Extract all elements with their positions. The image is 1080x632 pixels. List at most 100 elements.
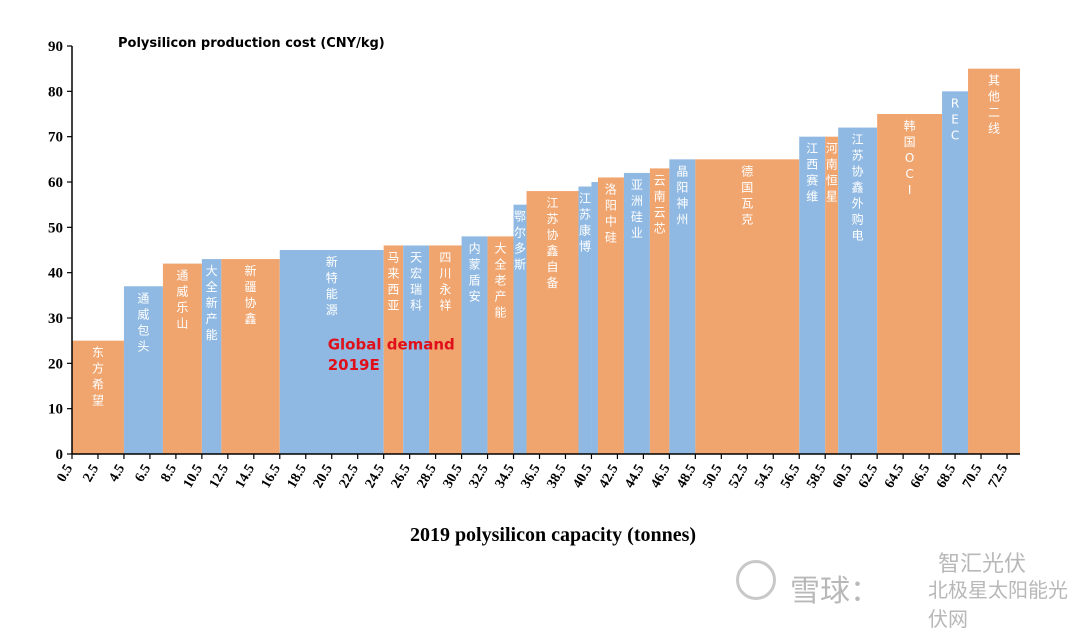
x-tick-label-15: 30.5 <box>441 462 466 491</box>
bar-6 <box>383 245 404 454</box>
x-tick-label-28: 56.5 <box>778 462 803 491</box>
bar-21 <box>825 136 839 454</box>
x-tick-label-4: 8.5 <box>158 462 180 485</box>
bar-8 <box>429 245 462 454</box>
bar-label-3: 大全新产能 <box>206 264 218 342</box>
bar-label-20: 江西赛维 <box>806 142 818 204</box>
x-tick-label-24: 48.5 <box>674 462 699 491</box>
x-tick-label-14: 28.5 <box>415 462 440 491</box>
y-tick-label-4: 40 <box>48 266 63 282</box>
axes-group <box>71 46 1020 455</box>
y-ticks-group: 0 10 20 30 40 50 60 70 80 90 <box>48 39 72 463</box>
bar-label-15: 洛阳中硅 <box>605 181 617 244</box>
bar-10 <box>487 236 514 454</box>
y-tick-label-7: 70 <box>48 130 63 146</box>
bar-7 <box>403 245 430 454</box>
bar-label-9: 内蒙盾安 <box>469 241 481 303</box>
x-tick-label-13: 26.5 <box>389 462 414 491</box>
x-tick-label-35: 70.5 <box>960 462 985 491</box>
x-tick-label-33: 66.5 <box>908 462 933 491</box>
bar-24 <box>942 91 969 454</box>
x-tick-label-26: 52.5 <box>726 462 751 491</box>
bar-label-0: 东方希望 <box>92 346 104 408</box>
x-tick-label-6: 12.5 <box>207 462 232 491</box>
bar-14 <box>591 182 598 454</box>
bar-label-6: 马来西亚 <box>387 250 399 312</box>
bar-3 <box>201 259 222 454</box>
x-axis-label: 2019 polysilicon capacity (tonnes) <box>410 524 696 546</box>
bar-label-25: 其他二线 <box>988 74 1000 136</box>
y-tick-label-6: 60 <box>48 175 63 191</box>
bar-9 <box>461 236 488 454</box>
x-tick-label-20: 40.5 <box>570 462 595 491</box>
chart-title: Polysilicon production cost (CNY/kg) <box>118 36 385 51</box>
x-tick-label-34: 68.5 <box>934 462 959 491</box>
x-tick-label-25: 50.5 <box>700 462 725 491</box>
y-tick-label-3: 30 <box>48 311 63 327</box>
bar-17 <box>649 168 670 454</box>
bar-label-17: 云南云芯 <box>654 173 666 235</box>
annotation-1: 2019E <box>328 356 380 374</box>
bar-label-19: 德国瓦克 <box>741 163 753 226</box>
x-tick-label-32: 64.5 <box>882 462 907 491</box>
bar-22 <box>838 127 878 454</box>
bar-label-10: 大全老产能 <box>495 241 507 319</box>
bar-label-2: 通威乐山 <box>176 269 188 331</box>
bar-15 <box>597 177 624 454</box>
x-tick-label-9: 18.5 <box>285 462 310 491</box>
bar-label-16: 亚洲硅业 <box>631 178 643 240</box>
x-tick-label-12: 24.5 <box>363 462 388 491</box>
annotation-0: Global demand <box>328 336 455 354</box>
bar-label-5: 新特能源 <box>326 254 338 317</box>
x-tick-label-16: 32.5 <box>467 462 492 491</box>
x-tick-label-10: 20.5 <box>311 462 336 491</box>
y-tick-label-1: 10 <box>48 402 63 418</box>
x-tick-label-2: 4.5 <box>106 462 128 485</box>
bar-label-23: 韩国 O C I <box>904 118 916 197</box>
bar-label-4: 新疆协鑫 <box>245 263 257 326</box>
bar-label-18: 晶阳神州 <box>676 164 688 226</box>
y-tick-label-0: 0 <box>56 447 64 463</box>
y-tick-label-2: 20 <box>48 356 63 372</box>
x-tick-label-0: 0.5 <box>55 462 77 485</box>
bar-label-11: 鄂尔多斯 <box>514 210 526 272</box>
bar-5 <box>279 250 384 454</box>
x-tick-label-11: 22.5 <box>337 462 362 491</box>
x-tick-label-22: 44.5 <box>622 462 647 491</box>
x-tick-label-17: 34.5 <box>493 462 518 491</box>
bar-18 <box>669 159 696 455</box>
bar-23 <box>877 114 943 454</box>
watermark-text-3: 北极星太阳能光伏网 <box>928 578 1068 631</box>
y-tick-label-8: 80 <box>48 84 63 100</box>
x-tick-label-29: 58.5 <box>804 462 829 491</box>
bar-0 <box>72 340 124 454</box>
x-tick-label-18: 36.5 <box>519 462 544 491</box>
x-tick-label-5: 10.5 <box>181 462 206 491</box>
bar-25 <box>968 68 1020 455</box>
x-tick-label-36: 72.5 <box>986 462 1011 491</box>
bar-12 <box>526 191 579 455</box>
x-tick-label-1: 2.5 <box>80 462 102 485</box>
watermark-text-1: 智汇光伏 <box>938 552 1027 577</box>
annotations-group: Global demand 2019E <box>328 336 455 374</box>
watermark-logo-icon <box>736 560 776 600</box>
x-tick-label-30: 60.5 <box>830 462 855 491</box>
bar-1 <box>123 286 163 454</box>
x-tick-label-3: 6.5 <box>132 462 154 485</box>
bar-label-1: 通威包头 <box>137 291 149 353</box>
watermark-text-2: 雪球： <box>790 574 880 609</box>
x-tick-label-21: 42.5 <box>596 462 621 491</box>
y-tick-label-9: 90 <box>48 39 63 55</box>
bar-2 <box>162 263 202 454</box>
x-ticks-group: 0.5 2.5 4.5 6.5 8.5 10.5 12.5 14.5 16.5 18.5 20.5 2… <box>55 454 1011 491</box>
bar-label-21: 河南恒星 <box>826 142 838 204</box>
x-tick-label-31: 62.5 <box>856 462 881 491</box>
bar-label-22: 江苏协鑫外购电 <box>852 133 864 243</box>
x-tick-label-19: 38.5 <box>544 462 569 491</box>
bar-11 <box>513 204 527 454</box>
bars-group <box>72 68 1020 455</box>
bar-label-7: 天宏瑞科 <box>410 250 422 312</box>
bar-20 <box>799 136 826 454</box>
bar-16 <box>623 172 650 454</box>
